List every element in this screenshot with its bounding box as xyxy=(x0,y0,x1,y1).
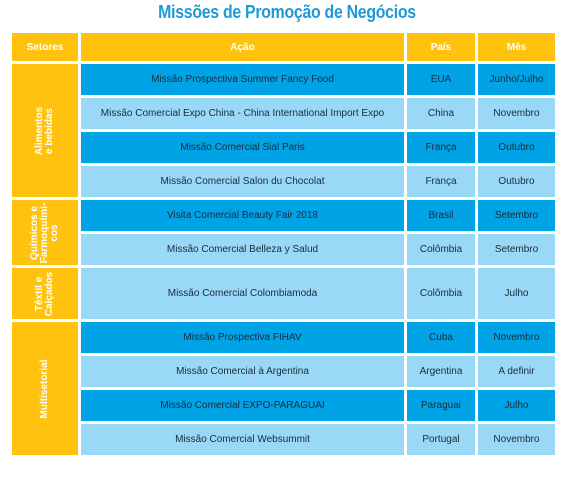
country-cell: Brasil xyxy=(407,200,475,231)
action-cell: Missão Comercial à Argentina xyxy=(81,356,404,387)
header-month: Mês xyxy=(478,33,555,61)
month-cell: Outubro xyxy=(478,166,555,197)
table-row: Multisetorial Missão Prospectiva FIHAV C… xyxy=(12,322,555,455)
table-row: Missão Comercial EXPO-PARAGUAI Paraguai … xyxy=(12,390,555,421)
table-row: Missão Comercial Belleza y Salud Colômbi… xyxy=(12,234,555,265)
table-row: Missão Comercial Salon du Chocolat Franç… xyxy=(12,166,555,197)
month-cell: Julho xyxy=(478,390,555,421)
country-cell: Cuba xyxy=(407,322,475,353)
action-cell: Missão Comercial Expo China - China Inte… xyxy=(81,98,404,129)
country-cell: Paraguai xyxy=(407,390,475,421)
month-cell: Outubro xyxy=(478,132,555,163)
table-row: Têxtil e Calçados Missão Comercial Colom… xyxy=(12,268,555,319)
action-cell: Missão Comercial EXPO-PARAGUAI xyxy=(81,390,404,421)
sector-multi: Multisetorial xyxy=(12,322,78,455)
sector-food-label-line: e bebidas xyxy=(44,107,55,154)
header-sector: Setores xyxy=(12,33,78,61)
sector-textile-label-line: Calçados xyxy=(44,271,55,316)
action-cell: Missão Comercial Belleza y Salud xyxy=(81,234,404,265)
country-cell: Portugal xyxy=(407,424,475,455)
month-cell: Setembro xyxy=(478,234,555,265)
action-cell: Visita Comercial Beauty Fair 2018 xyxy=(81,200,404,231)
action-cell: Missão Prospectiva Summer Fancy Food xyxy=(81,64,404,95)
month-cell: Novembro xyxy=(478,322,555,353)
month-cell: Julho xyxy=(478,268,555,319)
action-cell: Missão Comercial Colombiamoda xyxy=(81,268,404,319)
country-cell: Colômbia xyxy=(407,234,475,265)
table-row: Missão Comercial à Argentina Argentina A… xyxy=(12,356,555,387)
month-cell: A definir xyxy=(478,356,555,387)
table-row: Químicos e Farmoquími- cos Visita Comerc… xyxy=(12,200,555,265)
action-cell: Missão Comercial Salon du Chocolat xyxy=(81,166,404,197)
country-cell: França xyxy=(407,166,475,197)
table-row: Missão Comercial Websummit Portugal Nove… xyxy=(12,424,555,455)
header-action: Ação xyxy=(81,33,404,61)
country-cell: França xyxy=(407,132,475,163)
month-cell: Setembro xyxy=(478,200,555,231)
table-row: Missão Comercial Expo China - China Inte… xyxy=(12,98,555,129)
sector-textile: Têxtil e Calçados xyxy=(12,268,78,319)
header-row: Setores Ação País Mês xyxy=(12,33,555,61)
sector-chemicals-label-line: cos xyxy=(49,223,60,242)
table-row: Alimentos e bebidas Missão Prospectiva S… xyxy=(12,64,555,197)
country-cell: EUA xyxy=(407,64,475,95)
country-cell: Colômbia xyxy=(407,268,475,319)
country-cell: China xyxy=(407,98,475,129)
month-cell: Novembro xyxy=(478,424,555,455)
action-cell: Missão Comercial Sial Paris xyxy=(81,132,404,163)
missions-table: Setores Ação País Mês Alimentos e bebida… xyxy=(9,30,558,458)
table-row: Missão Comercial Sial Paris França Outub… xyxy=(12,132,555,163)
sector-multi-label-line: Multisetorial xyxy=(39,359,50,418)
action-cell: Missão Prospectiva FIHAV xyxy=(81,322,404,353)
sector-chemicals: Químicos e Farmoquími- cos xyxy=(12,200,78,265)
month-cell: Junho/Julho xyxy=(478,64,555,95)
sector-food: Alimentos e bebidas xyxy=(12,64,78,197)
country-cell: Argentina xyxy=(407,356,475,387)
header-country: País xyxy=(407,33,475,61)
action-cell: Missão Comercial Websummit xyxy=(81,424,404,455)
month-cell: Novembro xyxy=(478,98,555,129)
page-title: Missões de Promoção de Negócios xyxy=(158,2,416,22)
